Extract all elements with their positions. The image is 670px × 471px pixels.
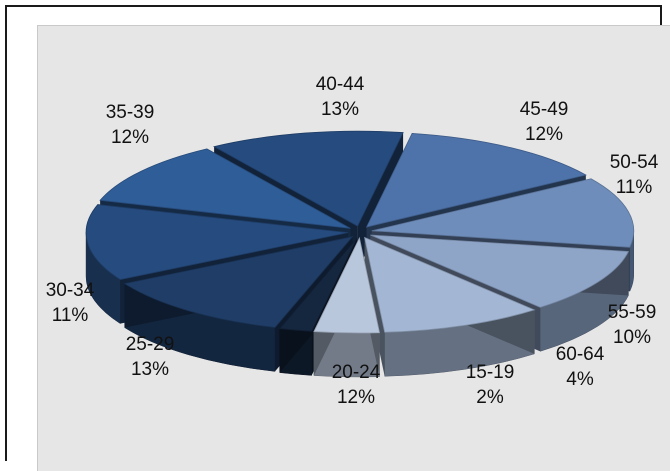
slice-label-percent: 10% [613, 327, 651, 348]
slice-label-category: 40-44 [316, 74, 365, 95]
slice-label-category: 25-29 [126, 334, 175, 355]
slice-label-category: 30-34 [46, 280, 95, 301]
slice-label-percent: 13% [321, 99, 359, 120]
slice-label-percent: 2% [476, 387, 504, 408]
slice-label-category: 45-49 [520, 99, 569, 120]
slice-label-percent: 12% [525, 124, 563, 145]
slice-label-percent: 11% [616, 177, 653, 198]
slice-label-category: 35-39 [106, 102, 155, 123]
slice-label-category: 50-54 [610, 152, 659, 173]
slice-label-percent: 12% [337, 387, 375, 408]
pie-slice-60-64 [313, 236, 381, 378]
slice-label-percent: 11% [52, 305, 89, 326]
slice-label-percent: 4% [566, 369, 594, 390]
slice-label-percent: 13% [131, 359, 169, 380]
slice-label-percent: 12% [111, 127, 149, 148]
slice-label-category: 60-64 [556, 344, 605, 365]
slice-label-category: 20-24 [332, 362, 381, 383]
slice-label-category: 55-59 [608, 302, 657, 323]
slice-label-category: 15-19 [466, 362, 515, 383]
pie-slice-55-59 [364, 236, 536, 377]
